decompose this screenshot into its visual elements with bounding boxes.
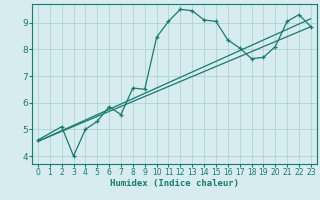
X-axis label: Humidex (Indice chaleur): Humidex (Indice chaleur) bbox=[110, 179, 239, 188]
